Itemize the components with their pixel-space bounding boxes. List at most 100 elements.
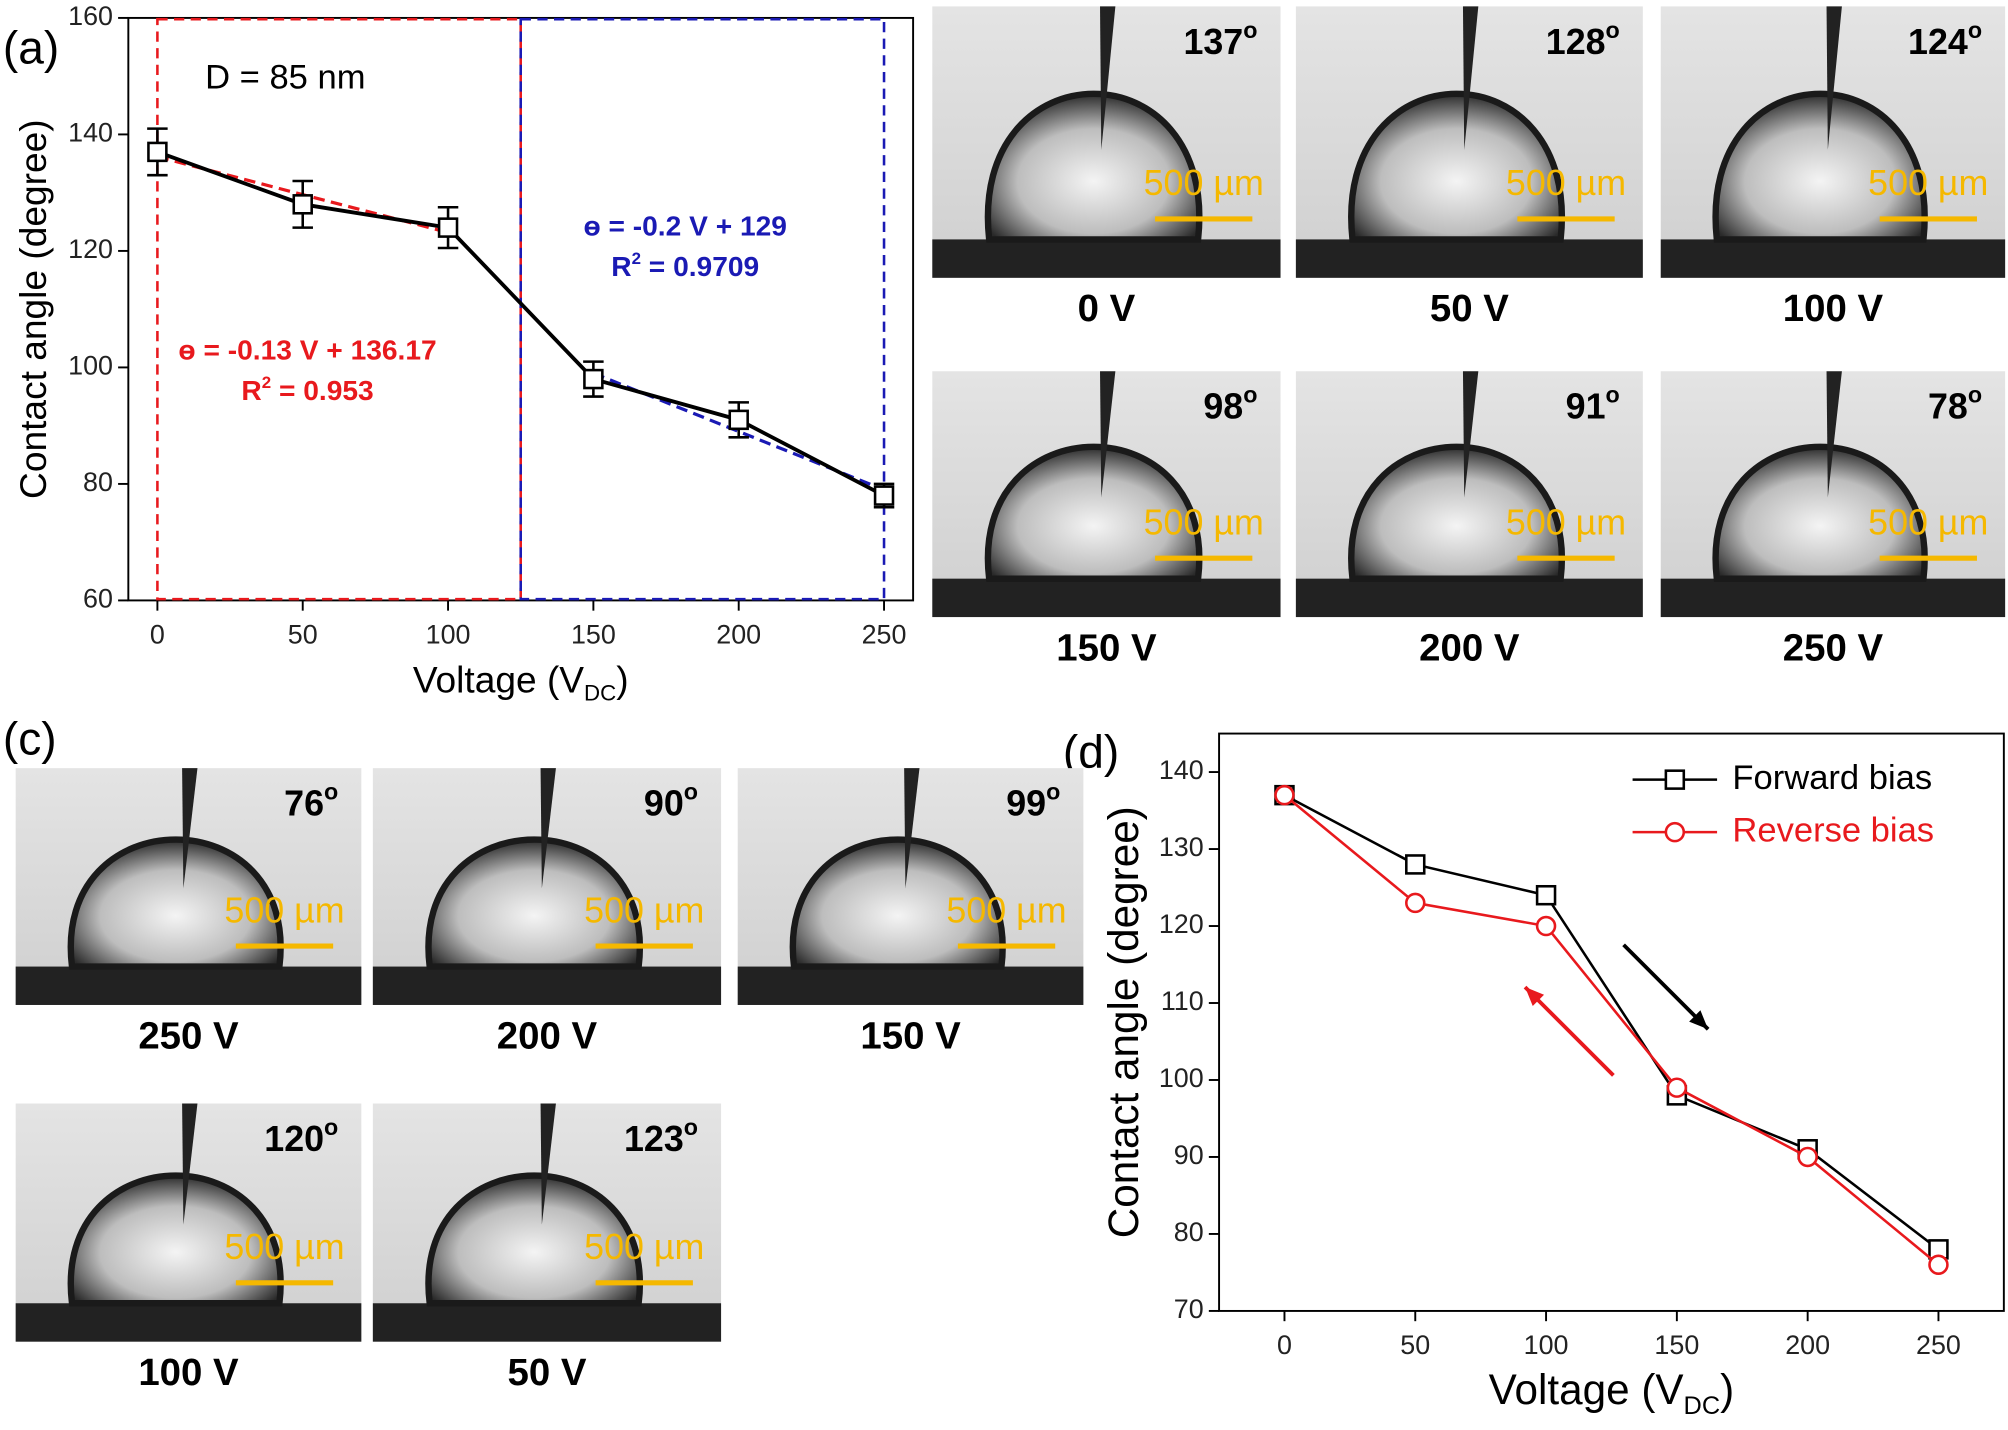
voltage-label: 200 V [1419,626,1520,669]
x-axis-label-part: ) [1720,1366,1734,1413]
scale-bar-label: 500 µm [1144,163,1264,203]
needle [540,1103,556,1225]
y-tick-label: 140 [68,118,113,148]
x-tick-label: 250 [1916,1330,1961,1360]
voltage-label: 50 V [507,1351,586,1394]
marker [292,194,313,215]
x-tick-label: 200 [716,619,761,649]
contact-angle: 124o [1908,17,1982,62]
y-tick-label: 130 [1159,832,1204,862]
x-tick-label: 0 [1277,1330,1292,1360]
voltage-label: 250 V [138,1014,239,1057]
contact-angle-value: 78 [1928,387,1968,427]
y-axis-label: Contact angle (degree) [12,119,54,499]
marker [873,485,895,506]
legend-marker [1664,769,1686,790]
y-tick-label: 120 [68,234,113,264]
contact-angle-value: 124 [1908,22,1968,62]
contact-angle: 137o [1183,17,1257,62]
voltage-label: 150 V [860,1014,961,1057]
contact-angle-value: 137 [1183,22,1243,62]
fit-r2-part: 2 [262,373,271,392]
voltage-label: 250 V [1783,626,1884,669]
x-tick-label: 200 [1785,1330,1830,1360]
substrate [932,578,1281,618]
y-tick-label: 110 [1161,986,1204,1016]
arrow-head [1525,987,1545,1007]
y-tick-label: 60 [83,584,113,614]
fit-r2: R2 = 0.9709 [611,249,759,282]
contact-angle: 120o [264,1114,338,1159]
y-tick-label: 100 [1159,1063,1204,1093]
y-tick-label: 70 [1174,1294,1204,1324]
scale-bar-label: 500 µm [1868,163,1988,203]
x-tick-label: 150 [571,619,616,649]
scale-bar-label: 500 µm [584,1227,704,1267]
marker [437,217,459,238]
substrate [1295,239,1643,278]
degree-mark: o [684,1114,698,1140]
panel-label: (c) [3,713,57,765]
fit-r2-part: = 0.953 [271,375,374,406]
substrate [932,239,1281,278]
degree-mark: o [1243,382,1257,408]
contact-angle-value: 123 [624,1119,684,1159]
fit-r2-part: = 0.9709 [641,251,759,282]
y-axis-label: Contact angle (degree) [1100,806,1147,1238]
degree-mark: o [324,779,338,805]
needle [1826,6,1842,150]
voltage-label: 100 V [1783,287,1884,330]
series-line [156,150,885,498]
arrow [1523,985,1615,1077]
contact-angle: 128o [1546,17,1620,62]
marker [1405,892,1426,914]
y-tick-label: 140 [1159,755,1204,785]
contact-angle-value: 91 [1566,387,1606,427]
marker [1797,1146,1818,1168]
substrate [1660,239,2006,278]
scale-bar-label: 500 µm [224,890,344,930]
arrow [1622,943,1710,1031]
substrate [737,966,1084,1005]
y-tick-label: 90 [1174,1140,1204,1170]
substrate [15,966,362,1005]
needle [182,768,198,889]
droplet [1712,443,1928,582]
marker [1535,915,1557,937]
needle [1100,6,1116,150]
marker [1405,854,1426,875]
contact-angle: 76o [284,779,338,824]
marker [1535,884,1557,906]
series-line [1283,794,1940,1251]
voltage-label: 200 V [497,1014,598,1057]
needle [540,768,556,889]
degree-mark: o [1606,382,1620,408]
marker [147,141,168,163]
y-tick-label: 80 [1174,1217,1204,1247]
contact-angle-value: 99 [1006,784,1046,824]
region-box [519,17,886,601]
scale-bar-label: 500 µm [224,1227,344,1267]
region-box [156,17,522,601]
droplet [1712,90,1928,243]
contact-angle-value: 76 [284,784,324,824]
degree-mark: o [324,1114,338,1140]
droplet [1348,90,1566,243]
droplet [425,836,644,970]
voltage-label: 50 V [1430,287,1509,330]
substrate [15,1303,362,1342]
plot-frame [1218,732,2005,1312]
x-tick-label: 250 [862,619,907,649]
x-axis-label-part: DC [584,681,616,706]
degree-mark: o [1243,17,1257,43]
degree-mark: o [1046,779,1060,805]
y-tick-label: 120 [1159,909,1204,939]
x-axis-label-part: Voltage (V [1489,1366,1684,1413]
contact-angle-value: 98 [1203,387,1243,427]
x-axis-label: Voltage (VDC) [1489,1366,1735,1420]
x-tick-label: 100 [426,619,471,649]
substrate [1660,578,2006,618]
x-axis-label-part: Voltage (V [413,658,584,700]
